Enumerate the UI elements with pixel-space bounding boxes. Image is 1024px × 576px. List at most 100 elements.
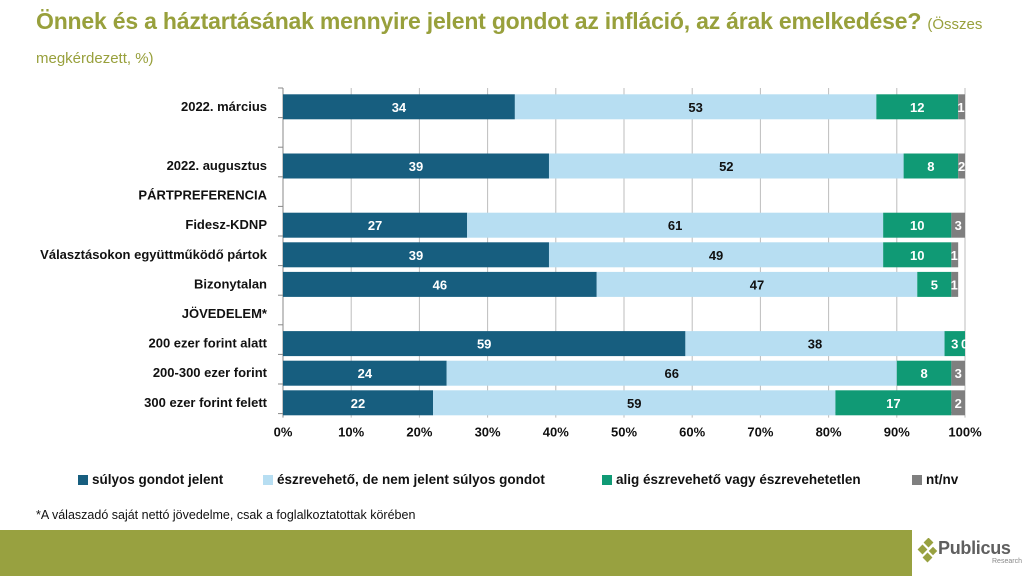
data-label: 2: [958, 159, 965, 174]
legend-label-noticeable: észrevehető, de nem jelent súlyos gondot: [277, 472, 545, 487]
category-label: 200-300 ezer forint: [153, 365, 268, 380]
data-label: 10: [910, 218, 924, 233]
data-label: 0: [961, 337, 968, 352]
legend-item-severe: súlyos gondot jelent: [78, 472, 223, 487]
stacked-bar-chart: 0% 10% 20% 30% 40% 50% 60% 70% 80% 90% 100% 2022. m…: [40, 87, 982, 440]
category-label: Választásokon együttműködő pártok: [40, 247, 268, 262]
legend-item-noticeable: észrevehető, de nem jelent súlyos gondot: [263, 472, 545, 487]
data-label: 39: [409, 159, 423, 174]
data-label: 17: [886, 396, 900, 411]
bar-segment: [951, 242, 959, 268]
chart-subtitle: (Összes megkérdezett, %): [36, 16, 983, 67]
bar-segment: [467, 212, 884, 238]
legend-label-dk: nt/nv: [926, 472, 959, 487]
data-label: 2: [955, 396, 962, 411]
bar-segment: [876, 94, 959, 120]
data-label: 5: [931, 277, 938, 292]
legend-label-barely: alig észrevehető vagy észrevehetetlen: [616, 472, 861, 487]
data-label: 24: [358, 366, 373, 381]
category-label: PÁRTPREFERENCIA: [138, 188, 267, 203]
data-label: 59: [627, 396, 641, 411]
bar-segment: [883, 212, 952, 238]
data-label: 3: [955, 366, 962, 381]
bar-segment: [944, 331, 965, 357]
bar-segment: [951, 390, 965, 416]
bar-segment: [951, 212, 965, 238]
x-tick-label: 40%: [543, 425, 569, 440]
bar-segment: [951, 271, 959, 297]
legend-swatch-barely: [602, 474, 612, 485]
x-tick-label: 10%: [338, 425, 364, 440]
data-label: 61: [668, 218, 682, 233]
footnote: *A válaszadó saját nettó jövedelme, csak…: [36, 508, 416, 522]
data-label: 47: [750, 277, 764, 292]
data-label: 53: [688, 100, 702, 115]
bar-segment: [883, 242, 952, 268]
data-label: 27: [368, 218, 382, 233]
bar-segment: [896, 360, 952, 386]
bar-segment: [917, 271, 952, 297]
bar-segment: [283, 242, 549, 268]
x-tick-label: 80%: [816, 425, 842, 440]
bar-segment: [685, 331, 945, 357]
bar-segment: [514, 94, 877, 120]
bar-segment: [283, 390, 434, 416]
data-label: 52: [719, 159, 733, 174]
logo-diamond-icon: [917, 538, 938, 563]
data-label: 1: [951, 277, 958, 292]
legend-swatch-severe: [78, 474, 88, 485]
category-label: 200 ezer forint alatt: [149, 336, 268, 351]
data-label: 3: [955, 218, 962, 233]
bar-segment: [283, 94, 515, 120]
x-tick-label: 100%: [948, 425, 982, 440]
bar-segment: [283, 153, 549, 179]
bar-segment: [446, 360, 897, 386]
category-label: Fidesz-KDNP: [185, 217, 267, 232]
x-tick-label: 90%: [884, 425, 910, 440]
chart-legend: súlyos gondot jelent észrevehető, de nem…: [0, 472, 1024, 492]
bar-segment: [835, 390, 952, 416]
legend-swatch-dk: [912, 474, 922, 485]
category-label: Bizonytalan: [194, 276, 267, 291]
data-label: 1: [951, 248, 958, 263]
bar-segment: [433, 390, 836, 416]
data-label: 49: [709, 248, 723, 263]
data-label: 1: [957, 100, 964, 115]
x-tick-label: 50%: [611, 425, 637, 440]
data-label: 3: [951, 337, 958, 352]
data-label: 34: [392, 100, 407, 115]
legend-label-severe: súlyos gondot jelent: [92, 472, 224, 487]
logo-subtext: Research: [992, 558, 1022, 565]
legend-item-barely: alig észrevehető vagy észrevehetetlen: [602, 472, 861, 487]
data-label: 10: [910, 248, 924, 263]
chart-title-main: Önnek és a háztartásának mennyire jelent…: [36, 8, 922, 34]
x-tick-label: 20%: [406, 425, 432, 440]
x-tick-label: 0%: [274, 425, 293, 440]
bar-segment: [283, 271, 597, 297]
bar-segment: [903, 153, 959, 179]
category-label: 300 ezer forint felett: [144, 395, 267, 410]
logo-text: Publicus: [938, 538, 1011, 558]
data-label: 39: [409, 248, 423, 263]
bar-segment: [958, 153, 965, 179]
legend-swatch-noticeable: [263, 474, 273, 485]
bar-segment: [548, 153, 904, 179]
bar-segment: [951, 360, 965, 386]
x-tick-label: 60%: [679, 425, 705, 440]
bar-segment: [596, 271, 918, 297]
data-label: 46: [433, 277, 447, 292]
x-tick-label: 70%: [747, 425, 773, 440]
data-label: 8: [920, 366, 927, 381]
data-label: 66: [665, 366, 679, 381]
bar-segment: [548, 242, 884, 268]
x-tick-label: 30%: [475, 425, 501, 440]
data-label: 59: [477, 337, 491, 352]
data-label: 22: [351, 396, 365, 411]
bar-segment: [283, 360, 447, 386]
chart-title: Önnek és a háztartásának mennyire jelent…: [36, 6, 996, 74]
data-label: 12: [910, 100, 924, 115]
bar-segment: [958, 94, 965, 120]
bar-segment: [283, 212, 468, 238]
category-label: 2022. március: [181, 99, 267, 114]
footer-band: [0, 530, 912, 576]
